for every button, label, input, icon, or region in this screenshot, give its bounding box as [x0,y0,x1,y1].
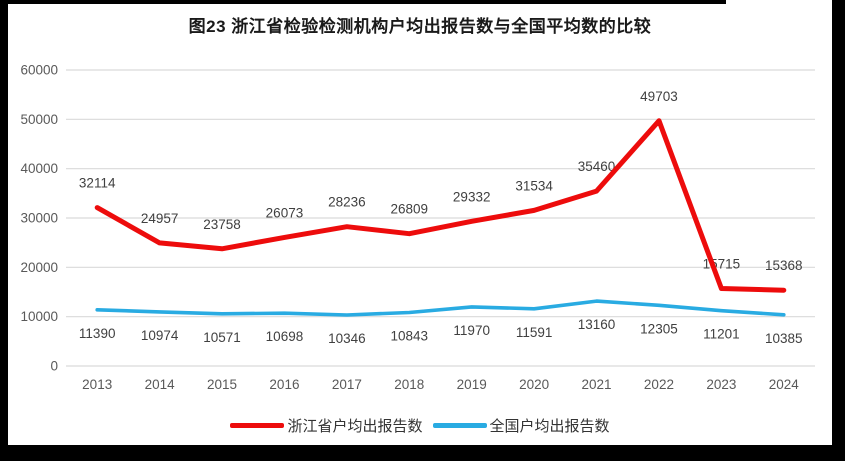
y-tick-label: 10000 [20,309,58,324]
legend-line-red-icon [230,422,285,428]
chart-legend: 浙江省户均出报告数 全国户均出报告数 [8,413,832,437]
x-tick-label: 2019 [457,377,487,392]
data-label-national: 11390 [79,326,116,341]
data-label-zhejiang: 23758 [203,217,241,232]
chart-title: 图23 浙江省检验检测机构户均出报告数与全国平均数的比较 [188,17,652,36]
x-tick-label: 2020 [519,377,549,392]
data-label-national: 10698 [266,329,304,344]
data-label-zhejiang: 28236 [328,195,366,210]
x-tick-label: 2023 [706,377,736,392]
x-tick-label: 2014 [145,377,176,392]
frame-edge-left [0,0,8,461]
series-line-zhejiang [94,118,787,293]
data-label-national: 12305 [640,321,678,336]
x-tick-label: 2016 [269,377,299,392]
y-tick-label: 50000 [20,112,58,127]
data-label-zhejiang: 35460 [578,159,616,174]
legend-item-zhejiang: 浙江省户均出报告数 [230,415,423,436]
x-tick-label: 2024 [769,377,800,392]
legend-item-national: 全国户均出报告数 [432,415,610,436]
data-label-national: 10974 [141,328,179,343]
frame-edge-right [832,0,845,461]
y-tick-label: 20000 [20,260,58,275]
x-tick-label: 2013 [82,377,112,392]
y-tick-label: 0 [50,359,58,374]
data-label-national: 10346 [328,331,366,346]
x-tick-label: 2022 [644,377,674,392]
x-tick-label: 2018 [394,377,424,392]
x-tick-label: 2021 [582,377,612,392]
data-label-national: 10843 [391,329,429,344]
data-label-zhejiang: 29332 [453,189,491,204]
data-label-national: 13160 [578,317,616,332]
data-label-zhejiang: 49703 [640,89,678,104]
data-label-national: 11201 [703,327,740,342]
data-label-zhejiang: 26809 [391,202,429,217]
data-label-national: 10385 [765,331,803,346]
data-label-zhejiang: 32114 [79,176,116,191]
data-label-national: 11591 [516,325,553,340]
data-label-zhejiang: 26073 [266,205,304,220]
frame-edge-bottom [0,445,845,461]
y-tick-label: 30000 [20,211,58,226]
legend-label-zhejiang: 浙江省户均出报告数 [287,417,423,435]
data-label-zhejiang: 15368 [765,258,803,273]
series-line-national [95,299,786,317]
x-tick-label: 2017 [332,377,362,392]
x-tick-label: 2015 [207,377,237,392]
data-label-zhejiang: 24957 [141,211,179,226]
y-tick-label: 60000 [20,63,58,78]
data-label-national: 10571 [203,330,241,345]
data-label-national: 11970 [453,323,490,338]
frame-edge-top [0,0,726,4]
legend-label-national: 全国户均出报告数 [489,417,610,435]
data-label-zhejiang: 31534 [515,178,553,193]
legend-line-blue-icon [432,422,487,428]
y-tick-label: 40000 [20,161,58,176]
